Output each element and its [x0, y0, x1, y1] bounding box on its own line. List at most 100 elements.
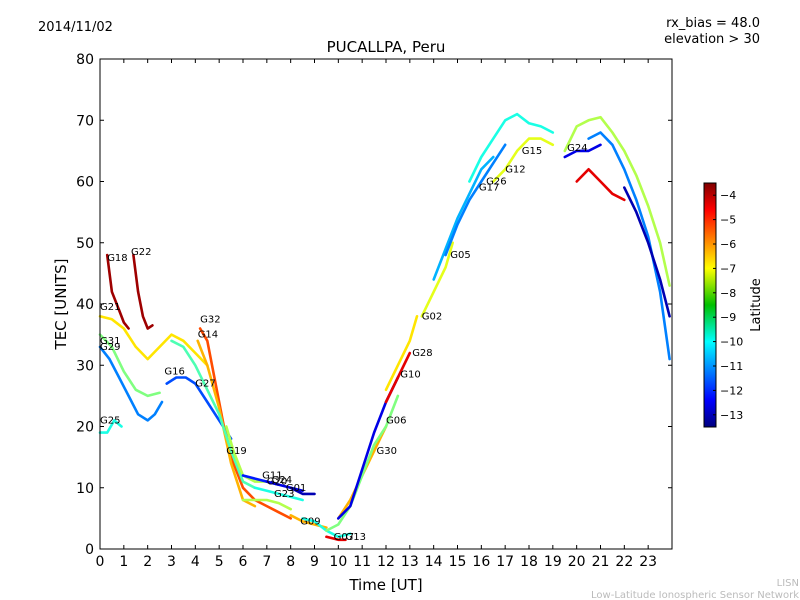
y-tick-label: 30: [76, 358, 94, 374]
series-line-G31: [98, 345, 164, 422]
satellite-label: G06: [386, 415, 406, 426]
series-line-G01: [289, 486, 316, 496]
satellite-label: G29: [100, 342, 120, 353]
satellite-label: G21: [100, 302, 120, 313]
satellite-label: G10: [400, 370, 420, 381]
series-line-G16: [165, 376, 233, 441]
series-line-trace-31: [563, 115, 671, 287]
x-tick-label: 15: [449, 554, 467, 570]
satellite-label: G20: [267, 477, 287, 488]
series-line-G26: [444, 143, 507, 257]
plot-frame: [99, 58, 673, 550]
satellite-label: G26: [486, 177, 506, 188]
satellite-label: G02: [422, 311, 442, 322]
x-axis: 0 1 2 3 4 5 6 7 8 9 10 11 12 13 14 15 16 17 18 19 20 21 22 23: [96, 59, 657, 570]
series-line-G15: [468, 112, 555, 183]
y-tick-label: 50: [76, 236, 94, 252]
satellite-label: G25: [100, 415, 120, 426]
series-line-G21: [98, 314, 209, 367]
x-tick-label: 0: [96, 554, 105, 570]
x-tick-label: 1: [119, 554, 128, 570]
colorbar-tick-label: −13: [720, 409, 743, 422]
y-tick-label: 40: [76, 297, 94, 313]
satellite-label: G30: [377, 446, 397, 457]
series-line-G25: [98, 419, 123, 434]
satellite-label: G24: [272, 475, 292, 486]
y-tick-label: 70: [76, 113, 94, 129]
series-line-G28: [384, 351, 412, 404]
x-tick-label: 7: [262, 554, 271, 570]
x-tick-label: 23: [639, 554, 657, 570]
series-line-G24: [265, 480, 304, 493]
elevation-label: elevation > 30: [664, 32, 760, 47]
satellite-label: G32: [200, 314, 220, 325]
series-line-G02: [384, 314, 419, 392]
x-tick-label: 20: [568, 554, 586, 570]
satellite-label: G24: [567, 143, 587, 154]
colorbar-ticks: −4 −5 −6 −7 −8 −9 −10 −11 −12 −13: [713, 189, 743, 422]
series-line-G17: [432, 155, 495, 281]
colorbar-tick-label: −9: [720, 311, 736, 324]
date-label: 2014/11/02: [38, 20, 113, 35]
x-tick-label: 22: [615, 554, 633, 570]
x-tick-label: 17: [496, 554, 514, 570]
x-tick-label: 3: [167, 554, 176, 570]
colorbar-tick-label: −6: [720, 238, 736, 251]
x-tick-label: 13: [401, 554, 419, 570]
colorbar-tick-label: −10: [720, 336, 743, 349]
colorbar-tick-label: −8: [720, 287, 736, 300]
series-line-G24b: [563, 143, 602, 159]
x-tick-label: 12: [377, 554, 395, 570]
x-tick-label: 14: [425, 554, 443, 570]
colorbar-tick-label: −5: [720, 214, 736, 227]
y-tick-label: 10: [76, 481, 94, 497]
colorbar-tick-label: −11: [720, 360, 743, 373]
colorbar-tick-label: −12: [720, 384, 743, 397]
x-tick-label: 16: [472, 554, 490, 570]
plot-area: G18G22G21G31G29G25G16G32G14G27G19G11G20G…: [98, 112, 671, 543]
colorbar-label: Latitude: [749, 278, 764, 332]
y-axis: 0 10 20 30 40 50 60 70 80: [76, 52, 672, 558]
series-line-G27: [170, 339, 257, 490]
satellite-label: G07: [334, 532, 354, 543]
satellite-label: G18: [107, 253, 127, 264]
satellite-label: G05: [450, 250, 470, 261]
satellite-label: G14: [198, 330, 218, 341]
satellite-label: G19: [226, 446, 246, 457]
satellite-label: G28: [412, 348, 432, 359]
series-line-G05: [420, 241, 455, 318]
y-tick-label: 60: [76, 175, 94, 191]
x-tick-label: 19: [544, 554, 562, 570]
x-tick-label: 21: [592, 554, 610, 570]
series-line-G22: [132, 253, 154, 330]
series-line-G14: [196, 339, 257, 508]
satellite-label: G13: [346, 532, 366, 543]
x-tick-label: 2: [143, 554, 152, 570]
satellite-label: G09: [300, 517, 320, 528]
y-tick-label: 80: [76, 52, 94, 68]
credit-short: LISN: [777, 578, 799, 589]
rx-bias-label: rx_bias = 48.0: [666, 16, 760, 31]
series-line-G20: [253, 486, 304, 502]
satellite-label: G12: [505, 164, 525, 175]
x-tick-label: 8: [286, 554, 295, 570]
satellite-label: G27: [195, 379, 215, 390]
series-line-trace-32: [587, 131, 671, 361]
x-axis-label: Time [UT]: [348, 576, 422, 594]
y-tick-label: 20: [76, 420, 94, 436]
satellite-label: G15: [522, 146, 542, 157]
satellite-label: G11: [262, 471, 282, 482]
series-line-G32: [198, 327, 293, 520]
x-tick-label: 4: [191, 554, 200, 570]
series-line-G12: [491, 137, 555, 183]
series-line-G18: [105, 253, 130, 330]
x-tick-label: 5: [215, 554, 224, 570]
chart-title: PUCALLPA, Peru: [327, 38, 446, 56]
colorbar-tick-label: −4: [720, 189, 736, 202]
x-tick-label: 6: [239, 554, 248, 570]
x-tick-label: 10: [329, 554, 347, 570]
satellite-label: G16: [164, 366, 184, 377]
series-line-G13: [325, 535, 347, 542]
satellite-label: G17: [479, 183, 499, 194]
